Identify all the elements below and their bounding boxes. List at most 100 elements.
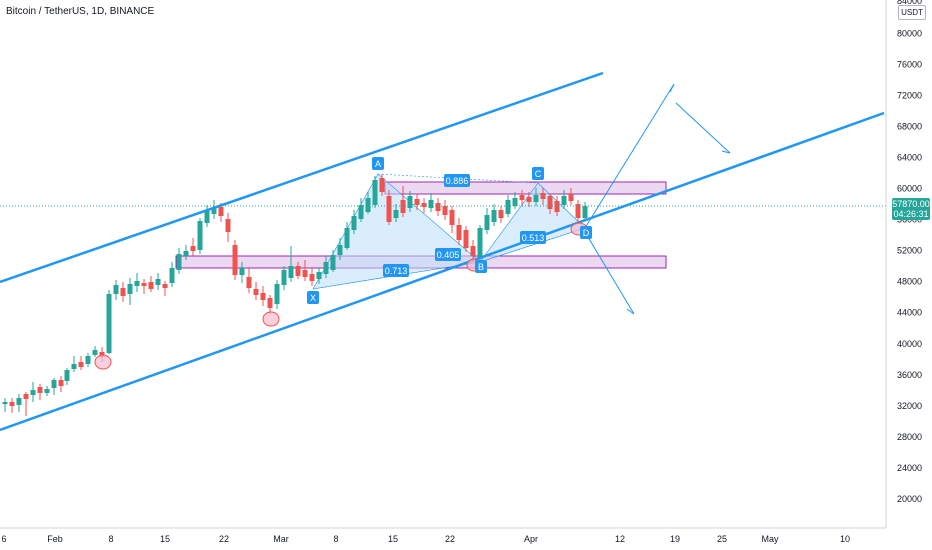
candle-body bbox=[141, 283, 147, 286]
candle-body bbox=[253, 289, 259, 295]
pattern-point-label: X bbox=[310, 293, 316, 303]
chart-title: Bitcoin / TetherUS, 1D, BINANCE bbox=[6, 6, 155, 17]
candle-body bbox=[428, 200, 434, 208]
candle-body bbox=[414, 199, 420, 205]
candle-body bbox=[358, 205, 364, 219]
y-tick-label: 80000 bbox=[897, 28, 922, 38]
candle-body bbox=[498, 210, 504, 218]
y-tick-label: 40000 bbox=[897, 339, 922, 349]
channel-upper-line bbox=[0, 71, 604, 284]
candle-body bbox=[99, 352, 105, 357]
candle-body bbox=[484, 215, 490, 230]
arrow-head-2 bbox=[721, 150, 731, 154]
candle-body bbox=[113, 285, 119, 294]
y-tick-label: 68000 bbox=[897, 121, 922, 131]
y-tick-label: 28000 bbox=[897, 432, 922, 442]
candle-body bbox=[344, 228, 350, 248]
y-tick-label: 72000 bbox=[897, 90, 922, 100]
candle-body bbox=[64, 370, 70, 381]
candle-body bbox=[491, 210, 497, 222]
candle-body bbox=[554, 201, 560, 212]
candle-body bbox=[477, 228, 483, 258]
candle-body bbox=[58, 380, 64, 386]
bull-projection-up bbox=[584, 83, 675, 229]
candle-body bbox=[435, 203, 441, 211]
x-tick-label: 8 bbox=[108, 534, 113, 544]
candle-body bbox=[309, 274, 315, 281]
last-price-tag: 57870.00 04:26:31 bbox=[892, 198, 930, 220]
pattern-point-label: C bbox=[535, 169, 542, 179]
x-tick-label: 25 bbox=[717, 534, 727, 544]
candle-body bbox=[232, 245, 238, 275]
x-tick-label: Mar bbox=[273, 534, 289, 544]
ratio-label: 0.405 bbox=[437, 250, 460, 260]
y-tick-label: 24000 bbox=[897, 463, 922, 473]
x-tick-label: 15 bbox=[388, 534, 398, 544]
candle-body bbox=[323, 262, 329, 274]
candle-body bbox=[330, 255, 336, 270]
candle-body bbox=[351, 216, 357, 230]
candle-body bbox=[449, 210, 455, 225]
y-tick-label: 52000 bbox=[897, 246, 922, 256]
candle-body bbox=[295, 266, 301, 276]
candle-body bbox=[44, 389, 50, 393]
candle-body bbox=[456, 225, 462, 240]
pattern-point-label: D bbox=[583, 228, 590, 238]
candle-body bbox=[106, 294, 112, 353]
y-tick-label: 64000 bbox=[897, 153, 922, 163]
candle-body bbox=[37, 387, 43, 393]
x-tick-label: Apr bbox=[524, 534, 538, 544]
ratio-badge bbox=[444, 174, 470, 187]
candle-body bbox=[176, 254, 182, 270]
candle-body bbox=[288, 266, 294, 278]
pattern-point-label: A bbox=[375, 159, 381, 169]
candle-body bbox=[92, 350, 98, 355]
pattern-point-badge bbox=[475, 260, 487, 273]
candle-body bbox=[337, 245, 343, 255]
candle-body bbox=[274, 284, 280, 304]
candle-body bbox=[421, 203, 427, 207]
candle-body bbox=[463, 230, 469, 248]
ratio-badge bbox=[520, 231, 546, 244]
candle-body bbox=[155, 279, 161, 285]
candle-body bbox=[512, 198, 518, 206]
candle-body bbox=[239, 268, 245, 275]
candle-body bbox=[162, 284, 168, 288]
y-tick-label: 20000 bbox=[897, 494, 922, 504]
candle-body bbox=[218, 207, 224, 216]
candle-body bbox=[533, 195, 539, 202]
candle-body bbox=[197, 221, 203, 250]
candle-body bbox=[540, 193, 546, 199]
channel-lower-line bbox=[0, 111, 885, 432]
resistance-zone bbox=[384, 181, 667, 195]
candle-body bbox=[190, 246, 196, 251]
candle-body bbox=[386, 196, 392, 222]
candle-body bbox=[393, 210, 399, 218]
pattern-point-label: B bbox=[478, 262, 484, 272]
x-tick-label: 12 bbox=[615, 534, 625, 544]
candle-body bbox=[372, 180, 378, 205]
x-tick-label: May bbox=[761, 534, 779, 544]
candle-body bbox=[568, 194, 574, 201]
y-tick-label: 84000 bbox=[897, 0, 922, 6]
candle-body bbox=[23, 394, 29, 399]
x-tick-label: 22 bbox=[445, 534, 455, 544]
y-tick-label: 36000 bbox=[897, 370, 922, 380]
candle-body bbox=[267, 298, 273, 308]
currency-unit-badge[interactable]: USDT bbox=[898, 5, 926, 20]
candle-body bbox=[260, 293, 266, 300]
candle-body bbox=[519, 195, 525, 200]
ratio-label: 0.513 bbox=[522, 233, 545, 243]
candle-body bbox=[442, 206, 448, 215]
candle-body bbox=[148, 282, 154, 289]
candle-body bbox=[2, 402, 8, 404]
candle-body bbox=[134, 281, 140, 286]
x-tick-label: 15 bbox=[160, 534, 170, 544]
low-marker-1 bbox=[94, 354, 112, 370]
pattern-point-badge bbox=[372, 157, 384, 170]
candle-body bbox=[547, 196, 553, 209]
y-tick-label: 32000 bbox=[897, 401, 922, 411]
candle-body bbox=[120, 288, 126, 296]
bull-projection-down bbox=[675, 102, 731, 154]
